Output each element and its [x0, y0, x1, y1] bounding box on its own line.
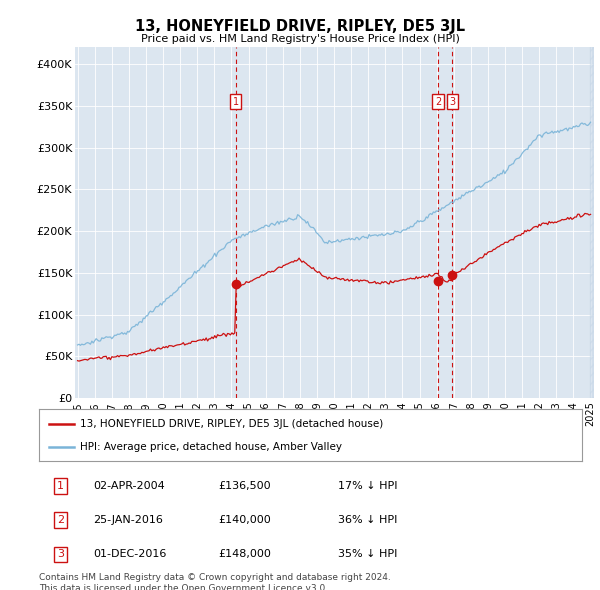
Text: 3: 3 [449, 97, 455, 107]
Text: 35% ↓ HPI: 35% ↓ HPI [338, 549, 397, 559]
Text: 1: 1 [57, 481, 64, 491]
Text: 25-JAN-2016: 25-JAN-2016 [94, 515, 163, 525]
Text: £148,000: £148,000 [218, 549, 271, 559]
Text: 17% ↓ HPI: 17% ↓ HPI [338, 481, 397, 491]
Text: Contains HM Land Registry data © Crown copyright and database right 2024.
This d: Contains HM Land Registry data © Crown c… [39, 573, 391, 590]
Text: 02-APR-2004: 02-APR-2004 [94, 481, 165, 491]
Text: 3: 3 [57, 549, 64, 559]
Text: 01-DEC-2016: 01-DEC-2016 [94, 549, 167, 559]
Text: £140,000: £140,000 [218, 515, 271, 525]
Text: Price paid vs. HM Land Registry's House Price Index (HPI): Price paid vs. HM Land Registry's House … [140, 34, 460, 44]
Text: 36% ↓ HPI: 36% ↓ HPI [338, 515, 397, 525]
Text: 1: 1 [233, 97, 239, 107]
Text: 13, HONEYFIELD DRIVE, RIPLEY, DE5 3JL: 13, HONEYFIELD DRIVE, RIPLEY, DE5 3JL [135, 19, 465, 34]
Text: 2: 2 [435, 97, 441, 107]
Bar [590, 47, 596, 398]
Text: HPI: Average price, detached house, Amber Valley: HPI: Average price, detached house, Ambe… [80, 442, 342, 452]
Text: 13, HONEYFIELD DRIVE, RIPLEY, DE5 3JL (detached house): 13, HONEYFIELD DRIVE, RIPLEY, DE5 3JL (d… [80, 419, 383, 429]
Text: 2: 2 [57, 515, 64, 525]
Text: £136,500: £136,500 [218, 481, 271, 491]
